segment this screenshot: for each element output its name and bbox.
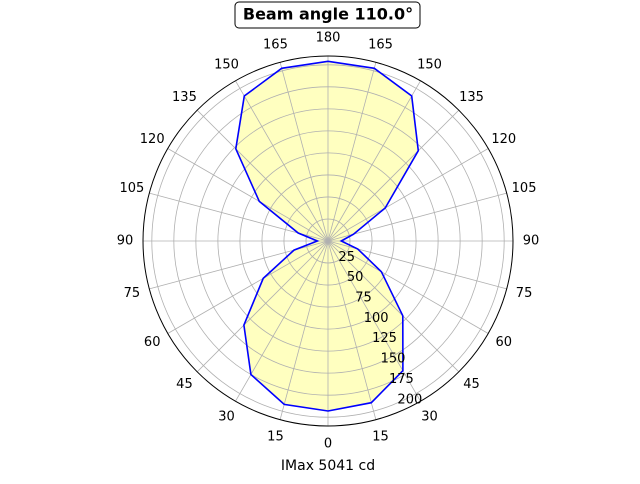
beam-line [234,60,420,412]
grid-spoke [327,80,421,242]
grid-spoke [327,148,489,242]
grid-spoke [196,109,329,242]
grid-spoke [327,240,421,402]
theta-tick-label: 75 [124,286,141,301]
grid-spoke [235,80,329,242]
grid-spoke [327,109,460,242]
theta-tick-label: 135 [172,90,197,105]
r-tick-label: 150 [381,352,406,367]
theta-tick-label: 90 [523,234,540,249]
r-tick-label: 75 [355,291,372,306]
r-tick-label: 100 [364,311,389,326]
theta-tick-label: 75 [516,286,533,301]
theta-tick-label: 15 [267,430,284,445]
grid-spoke [167,240,329,334]
theta-tick-label: 15 [372,430,389,445]
grid-spoke [279,62,329,242]
theta-tick-label: 0 [324,437,332,452]
grid-spoke [279,240,329,420]
theta-tick-label: 60 [496,335,513,350]
theta-tick-label: 165 [368,37,393,52]
theta-tick-label: 135 [459,90,484,105]
theta-tick-label: 105 [120,181,145,196]
title-box [234,1,421,29]
grid-spoke [327,240,489,334]
theta-tick-label: 45 [463,377,480,392]
grid-spoke [196,240,329,373]
polar-frame [142,55,514,427]
grid-spoke [327,62,377,242]
x-axis-label: IMax 5041 cd [281,458,375,474]
theta-tick-label: 120 [491,132,516,147]
r-tick-label: 25 [338,250,355,265]
r-tick-label: 200 [397,392,422,407]
plot-area: 0 15 30 45 60 75 90 105 120 135 150 165 180 165 150 135… [117,31,540,452]
r-tick-label: 50 [347,270,364,285]
grid-spoke [327,240,460,373]
theta-tick-label: 120 [140,132,165,147]
grid-spoke [327,240,377,420]
r-tick-label: 125 [372,331,397,346]
theta-tick-label: 105 [512,181,537,196]
r-tick-label: 175 [389,372,414,387]
grid-spoke [167,148,329,242]
theta-tick-label: 150 [417,58,442,73]
theta-tick-label: 90 [117,234,134,249]
theta-tick-label: 150 [214,58,239,73]
theta-tick-label: 45 [176,377,193,392]
chart-title: Beam angle 110.0° [243,5,413,24]
theta-tick-label: 30 [218,409,235,424]
theta-tick-label: 30 [421,409,438,424]
grid-spoke [327,192,507,242]
theta-tick-label: 165 [263,37,288,52]
theta-tick-label: 180 [316,31,341,46]
theta-tick-label: 60 [144,335,161,350]
